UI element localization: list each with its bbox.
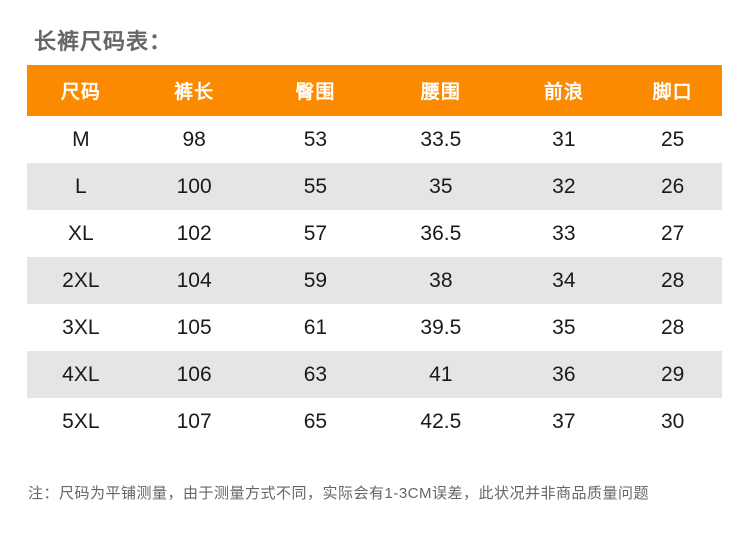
measurement-value-cell: 35 <box>429 174 453 198</box>
size-table: 尺码 裤长 臀围 腰围 前浪 脚口 M 98 53 33.5 31 25 L 100 55 35 32 26 XL… <box>27 65 722 445</box>
table-row: L 100 55 35 32 26 <box>27 163 722 210</box>
table-row: M 98 53 33.5 31 25 <box>27 116 722 163</box>
measurement-note: 注：尺码为平铺测量，由于测量方式不同，实际会有1-3CM误差，此状况并非商品质量… <box>28 485 650 502</box>
measurement-value-cell: 37 <box>552 409 576 433</box>
measurement-value-cell: 33.5 <box>420 127 462 151</box>
column-header: 腰围 <box>377 65 505 116</box>
measurement-value-cell: 42.5 <box>420 409 462 433</box>
measurement-value-cell: 30 <box>660 409 685 433</box>
table-row: 3XL 105 61 39.5 35 28 <box>27 304 722 351</box>
page-title: 长裤尺码表： <box>34 29 173 54</box>
table-row: 5XL 107 65 42.5 37 30 <box>27 398 722 445</box>
header-row: 尺码 裤长 臀围 腰围 前浪 脚口 <box>27 65 722 116</box>
measurement-value-cell: 61 <box>303 315 328 339</box>
measurement-value-cell: 63 <box>303 362 328 386</box>
measurement-value-cell: 29 <box>660 362 685 386</box>
measurement-value-cell: 38 <box>429 268 453 292</box>
table-row: 2XL 104 59 38 34 28 <box>27 257 722 304</box>
measurement-value-cell: 33 <box>552 221 576 245</box>
measurement-value-cell: 39.5 <box>420 315 462 339</box>
measurement-value-cell: 98 <box>182 127 206 151</box>
table-row: XL 102 57 36.5 33 27 <box>27 210 722 257</box>
size-label-cell: XL <box>68 221 94 245</box>
measurement-value-cell: 57 <box>303 221 328 245</box>
measurement-value-cell: 35 <box>552 315 576 339</box>
measurement-value-cell: 53 <box>303 127 328 151</box>
measurement-value-cell: 31 <box>552 127 576 151</box>
measurement-value-cell: 41 <box>429 362 453 386</box>
column-header: 脚口 <box>623 65 722 116</box>
column-header: 臀围 <box>253 65 378 116</box>
measurement-value-cell: 106 <box>176 362 212 386</box>
measurement-value-cell: 100 <box>176 174 212 198</box>
measurement-value-cell: 34 <box>552 268 576 292</box>
measurement-value-cell: 59 <box>303 268 328 292</box>
column-header: 尺码 <box>27 65 135 116</box>
column-header: 裤长 <box>134 65 254 116</box>
measurement-value-cell: 102 <box>176 221 212 245</box>
measurement-value-cell: 55 <box>303 174 328 198</box>
measurement-value-cell: 36 <box>552 362 576 386</box>
size-table-body: M 98 53 33.5 31 25 L 100 55 35 32 26 XL 102 57 36.5 33 27… <box>27 116 722 445</box>
measurement-value-cell: 28 <box>660 315 685 339</box>
measurement-value-cell: 104 <box>176 268 212 292</box>
measurement-value-cell: 25 <box>660 127 685 151</box>
measurement-value-cell: 32 <box>552 174 576 198</box>
measurement-value-cell: 28 <box>660 268 685 292</box>
table-row: 4XL 106 63 41 36 29 <box>27 351 722 398</box>
measurement-value-cell: 36.5 <box>420 221 462 245</box>
size-label-cell: L <box>75 174 87 198</box>
size-table-header: 尺码 裤长 臀围 腰围 前浪 脚口 <box>27 65 722 116</box>
measurement-value-cell: 105 <box>176 315 212 339</box>
column-header: 前浪 <box>504 65 624 116</box>
measurement-value-cell: 27 <box>660 221 685 245</box>
size-label-cell: M <box>72 127 90 151</box>
size-label-cell: 4XL <box>62 362 100 386</box>
measurement-value-cell: 26 <box>660 174 685 198</box>
measurement-value-cell: 107 <box>176 409 212 433</box>
measurement-value-cell: 65 <box>303 409 328 433</box>
size-label-cell: 3XL <box>62 315 100 339</box>
size-label-cell: 2XL <box>62 268 100 292</box>
size-label-cell: 5XL <box>62 409 100 433</box>
